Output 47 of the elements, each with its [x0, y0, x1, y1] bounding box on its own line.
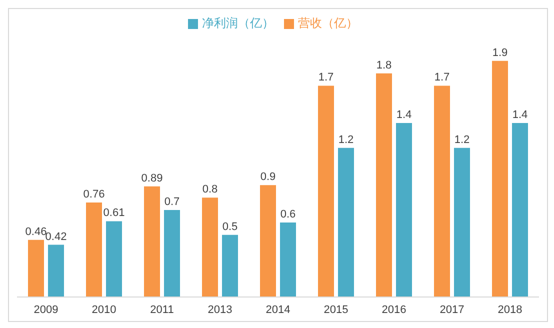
x-tick-label: 2011	[150, 304, 174, 316]
data-label: 1.8	[376, 59, 392, 72]
x-tick-label: 2014	[266, 304, 290, 316]
data-label: 1.9	[492, 46, 508, 59]
bar	[318, 86, 334, 297]
x-tick-label: 2010	[92, 304, 116, 316]
data-label: 1.2	[454, 134, 470, 146]
bar	[144, 186, 160, 297]
bar	[454, 148, 470, 297]
data-label: 0.6	[280, 208, 296, 220]
x-tick-label: 2018	[498, 304, 522, 316]
bar	[164, 210, 180, 297]
legend-label: 营收（亿）	[298, 16, 358, 30]
legend-label: 净利润（亿）	[202, 16, 274, 30]
bar	[280, 222, 296, 297]
data-label: 1.7	[434, 72, 450, 84]
data-label: 0.76	[83, 188, 105, 201]
x-tick-label: 2016	[382, 304, 406, 316]
bar	[48, 244, 64, 297]
data-label: 0.8	[202, 184, 218, 196]
data-label: 1.4	[512, 109, 528, 122]
data-label: 1.2	[338, 134, 354, 146]
data-label: 1.7	[318, 72, 334, 84]
bar	[434, 86, 450, 297]
x-tick-label: 2009	[34, 304, 58, 316]
bar	[106, 221, 122, 297]
bar	[492, 60, 508, 297]
data-label: 0.5	[222, 220, 238, 233]
data-label: 1.4	[396, 109, 412, 122]
data-label: 0.7	[164, 196, 180, 208]
bar	[396, 123, 412, 297]
data-label: 0.46	[25, 226, 47, 238]
bar	[338, 148, 354, 297]
bar	[512, 123, 528, 297]
data-label: 0.42	[45, 230, 67, 243]
data-label: 0.9	[260, 171, 276, 184]
bar	[376, 73, 392, 297]
x-tick-label: 2017	[440, 304, 464, 316]
bar	[202, 198, 218, 297]
x-tick-label: 2015	[324, 304, 348, 316]
x-tick-label: 2013	[208, 304, 232, 316]
bar	[28, 240, 44, 297]
bar	[86, 202, 102, 297]
data-label: 0.89	[141, 172, 163, 184]
data-label: 0.61	[103, 207, 125, 220]
bar	[260, 185, 276, 297]
bar	[222, 234, 238, 297]
